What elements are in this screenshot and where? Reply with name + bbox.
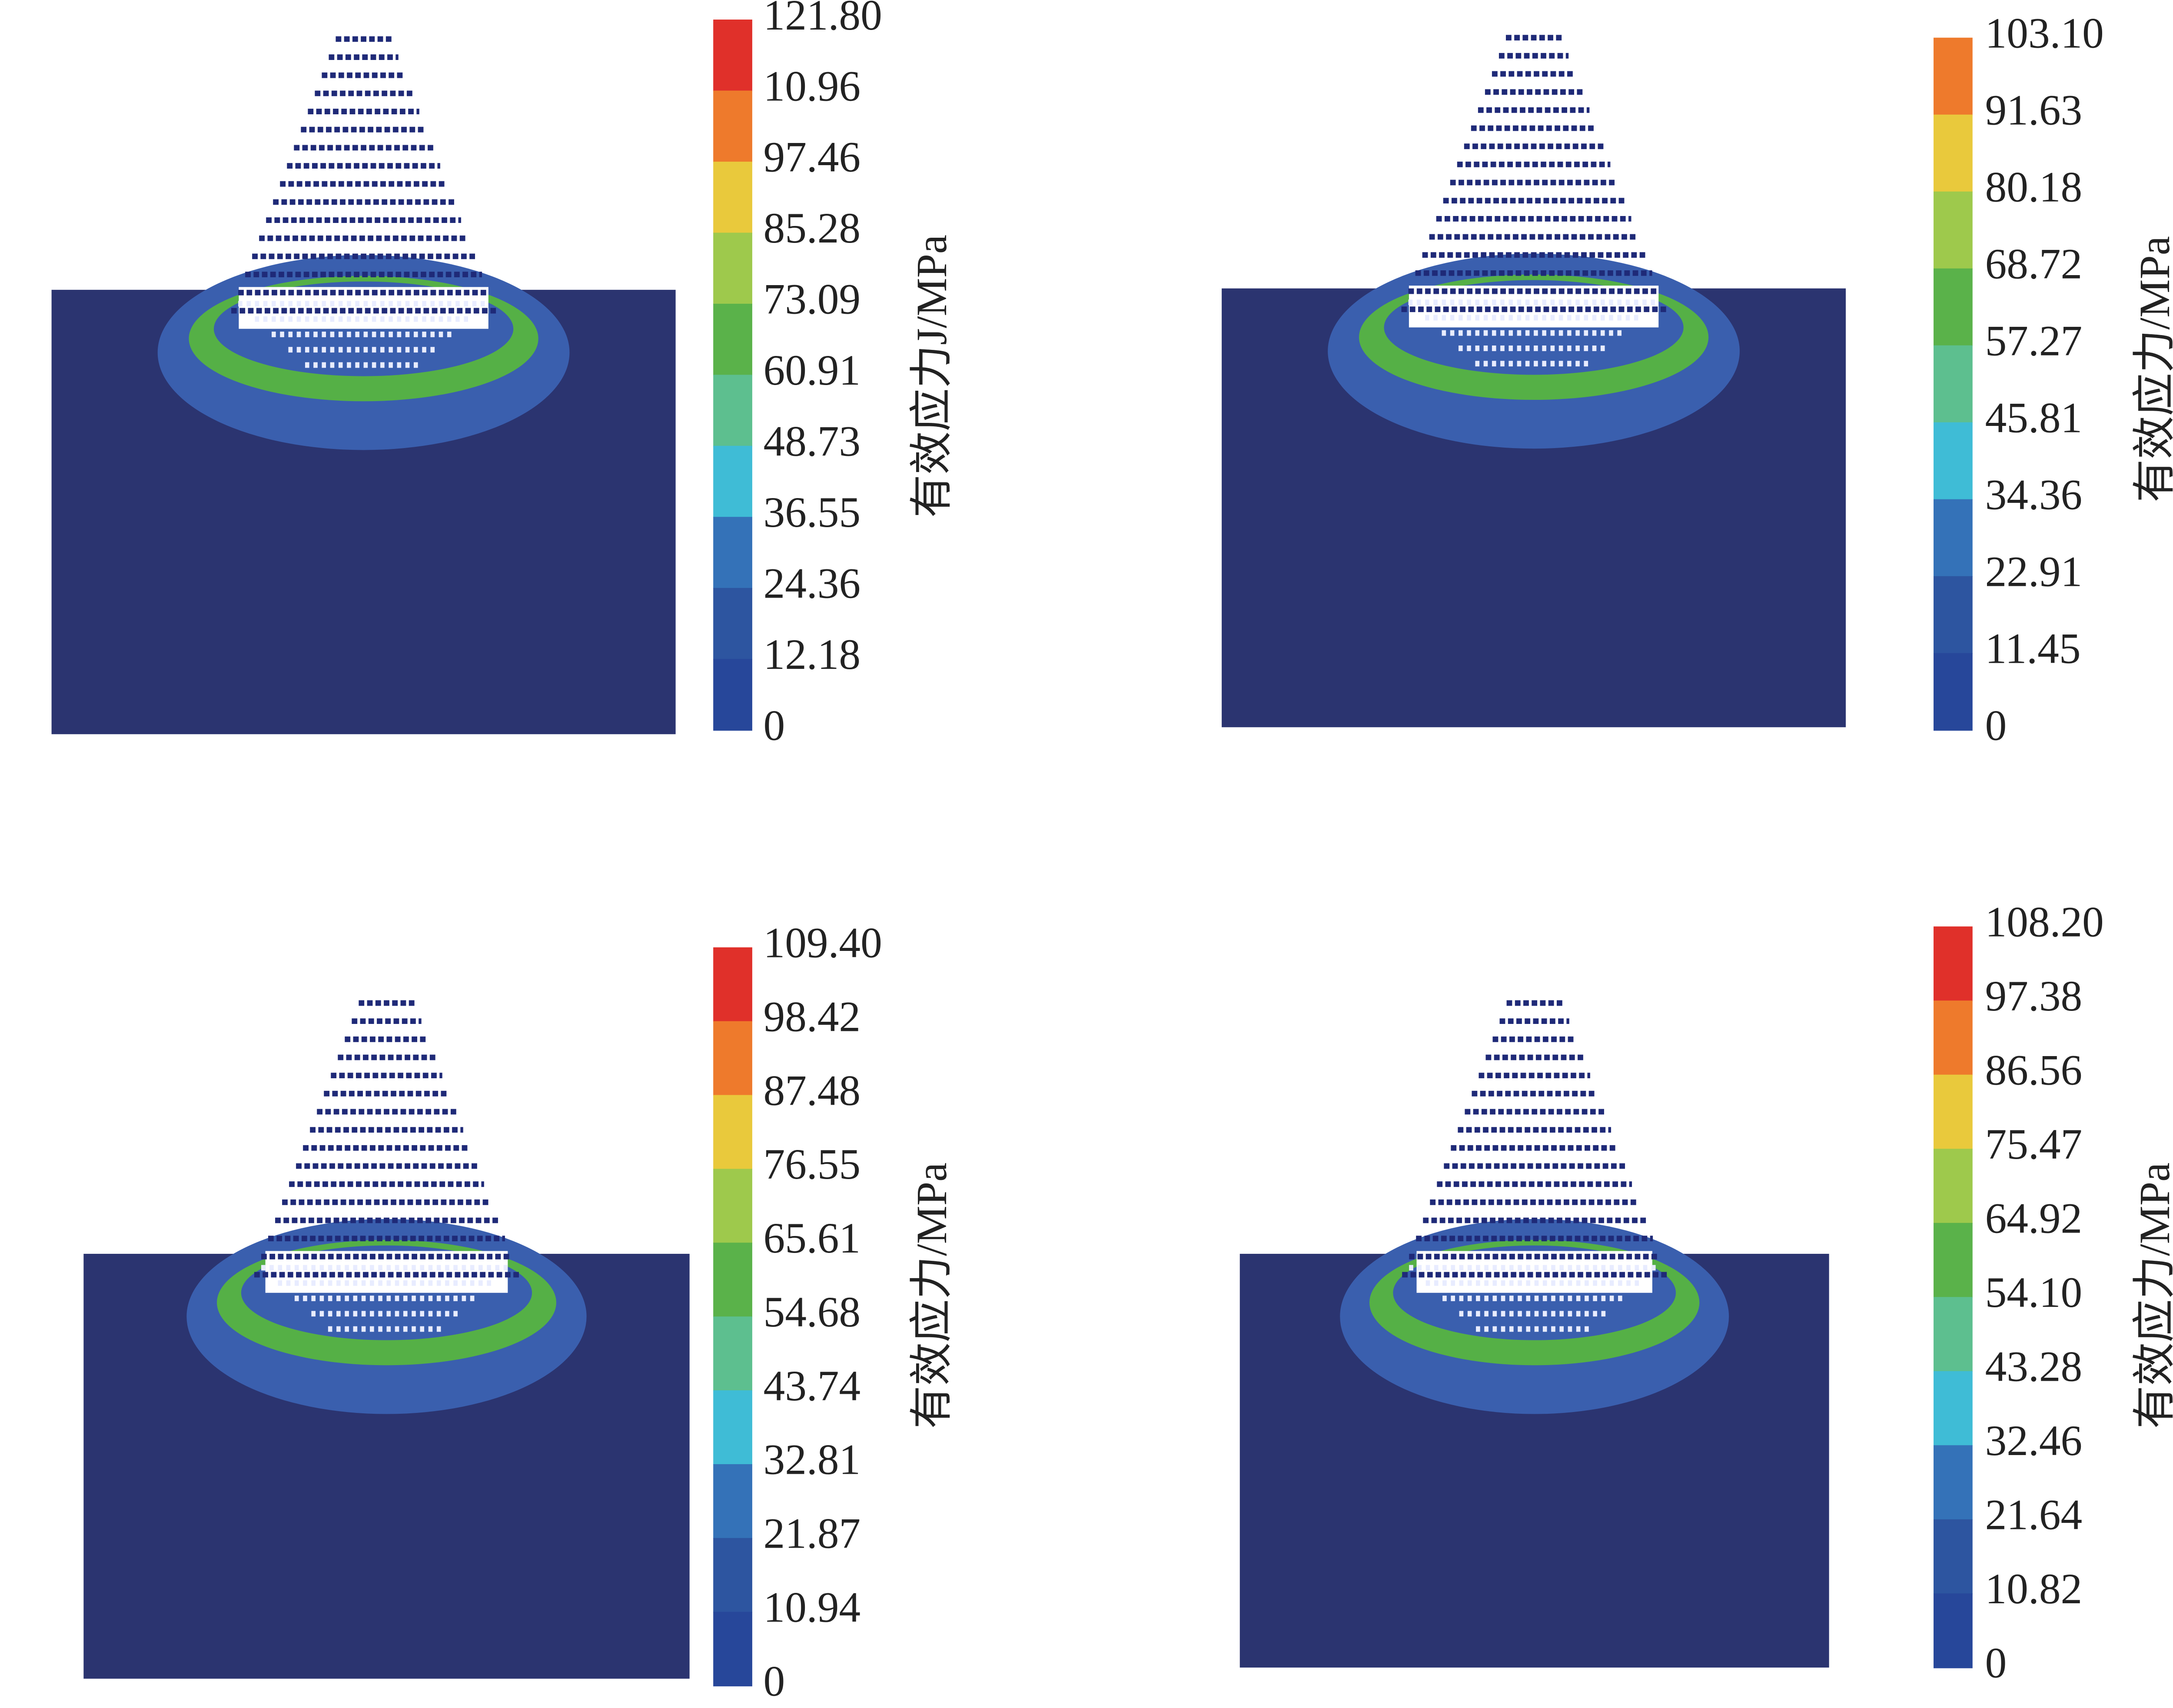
colorbar-segment (1934, 114, 1973, 193)
colorbar-segment (713, 1612, 752, 1687)
colorbar-segment (713, 19, 752, 92)
colorbar-tick-label: 103.10 (1985, 9, 2104, 57)
colorbar-tick-label: 86.56 (1985, 1047, 2083, 1094)
colorbar-tick-label: 43.74 (764, 1362, 861, 1410)
colorbar-segment (713, 1169, 752, 1243)
colorbar-segment (1934, 268, 1973, 346)
panel: 108.20 97.38 86.56 75.47 64.92 54.10 43.28 32.4… (1239, 898, 2173, 1687)
colorbar-segment (713, 90, 752, 163)
colorbar-tick-label: 24.36 (764, 560, 861, 608)
colorbar-segment (1934, 576, 1973, 654)
colorbar-segment (713, 1095, 752, 1170)
colorbar-segment (713, 1464, 752, 1539)
colorbar-tick-label: 87.48 (764, 1067, 861, 1114)
colorbar-tick-label: 21.87 (764, 1510, 861, 1558)
colorbar-tick-label: 108.20 (1985, 898, 2104, 946)
colorbar-tick-label: 45.81 (1985, 394, 2083, 442)
colorbar-tick-label: 54.68 (764, 1288, 861, 1336)
colorbar-tick-label: 80.18 (1985, 163, 2083, 211)
colorbar-tick-label: 0 (764, 1657, 785, 1705)
colorbar-tick-label: 11.45 (1985, 625, 2081, 673)
colorbar-segment (1934, 37, 1973, 116)
colorbar-segment (1934, 926, 1973, 1001)
colorbar-tick-label: 97.38 (1985, 972, 2083, 1020)
colorbar-segment (1934, 1000, 1973, 1076)
colorbar-tick-label: 0 (1985, 702, 2007, 750)
colorbar-tick-label: 48.73 (764, 418, 861, 465)
colorbar-segment (713, 1316, 752, 1391)
colorbar-segment (1934, 1074, 1973, 1150)
colorbar-segment (713, 233, 752, 305)
colorbar-tick-label: 85.28 (764, 204, 861, 252)
colorbar-tick-label: 109.40 (764, 919, 882, 967)
colorbar-tick-label: 32.81 (764, 1436, 861, 1484)
colorbar-tick-label: 32.46 (1985, 1417, 2083, 1465)
colorbar-segment (1934, 422, 1973, 500)
colorbar-tick-label: 57.27 (1985, 317, 2083, 365)
colorbar-segment (713, 161, 752, 234)
colorbar-segment (1934, 499, 1973, 577)
colorbar-segment (713, 517, 752, 589)
colorbar-tick-label: 97.46 (764, 133, 861, 181)
colorbar-title: 有效应力J/MPa (908, 235, 956, 518)
colorbar-segment (1934, 1223, 1973, 1298)
colorbar-tick-label: 10.82 (1985, 1565, 2083, 1613)
colorbar-segment (1934, 1297, 1973, 1372)
colorbar-segment (1934, 345, 1973, 423)
colorbar-segment (713, 1243, 752, 1317)
panel: 121.80 10.96 97.46 85.28 73.09 60.91 48.73 36.5… (51, 0, 956, 750)
colorbar-tick-label: 60.91 (764, 346, 861, 394)
panel: 109.40 98.42 87.48 76.55 65.61 54.68 43.74 32.8… (83, 919, 956, 1705)
colorbar-tick-label: 10.94 (764, 1584, 861, 1632)
colorbar-segment (713, 1021, 752, 1096)
colorbar-segment (713, 445, 752, 518)
colorbar-tick-label: 10.96 (764, 62, 861, 110)
colorbar-title: 有效应力/MPa (908, 1163, 956, 1429)
colorbar-segment (1934, 653, 1973, 731)
colorbar-segment (713, 1538, 752, 1613)
colorbar-tick-label: 43.28 (1985, 1343, 2083, 1391)
colorbar-segment (713, 375, 752, 447)
colorbar-tick-label: 91.63 (1985, 86, 2083, 134)
panel: 103.10 91.63 80.18 68.72 57.27 45.81 34.36 22.9… (1222, 9, 2173, 750)
colorbar-tick-label: 0 (1985, 1639, 2007, 1687)
colorbar-segment (1934, 1149, 1973, 1224)
colorbar-tick-label: 21.64 (1985, 1491, 2083, 1539)
colorbar-segment (1934, 191, 1973, 269)
colorbar-title: 有效应力/MPa (2131, 236, 2173, 502)
colorbar-segment (1934, 1519, 1973, 1595)
colorbar-tick-label: 64.92 (1985, 1195, 2083, 1243)
colorbar-tick-label: 36.55 (764, 488, 861, 536)
colorbar-segment (713, 659, 752, 731)
colorbar-tick-label: 54.10 (1985, 1269, 2083, 1316)
colorbar-segment (713, 947, 752, 1022)
colorbar-segment (713, 303, 752, 375)
colorbar-segment (713, 1390, 752, 1465)
colorbar-tick-label: 22.91 (1985, 548, 2083, 596)
colorbar-tick-label: 75.47 (1985, 1120, 2083, 1168)
colorbar-title: 有效应力/MPa (2131, 1163, 2173, 1429)
colorbar-tick-label: 0 (764, 702, 785, 750)
colorbar-tick-label: 121.80 (764, 0, 882, 39)
colorbar-segment (1934, 1371, 1973, 1446)
colorbar-tick-label: 65.61 (764, 1214, 861, 1262)
colorbar-segment (713, 588, 752, 660)
colorbar-tick-label: 34.36 (1985, 471, 2083, 518)
colorbar-tick-label: 73.09 (764, 276, 861, 323)
colorbar-segment (1934, 1445, 1973, 1520)
colorbar-tick-label: 98.42 (764, 993, 861, 1040)
colorbar-tick-label: 76.55 (764, 1140, 861, 1188)
colorbar-segment (1934, 1593, 1973, 1668)
colorbar-tick-label: 68.72 (1985, 240, 2083, 288)
colorbar-tick-label: 12.18 (764, 631, 861, 678)
